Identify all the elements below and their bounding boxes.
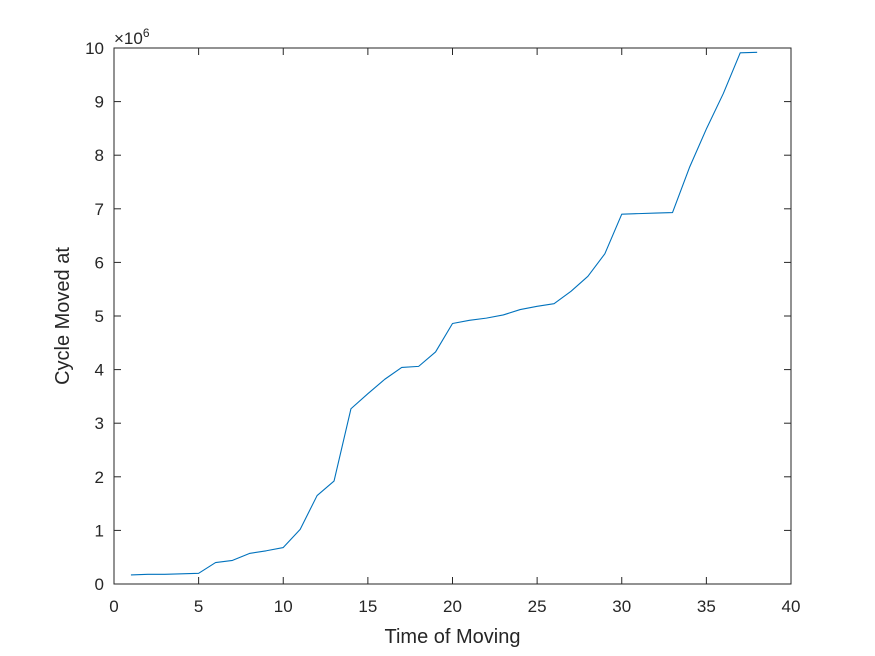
axis-ticks: 0 5 10 15 20 25 30 35 40 0 1 2 3 4 5 6 7 8 9 10 [85,39,800,616]
y-tick-label: 4 [95,361,104,380]
x-tick-label: 20 [443,597,462,616]
y-tick-label: 10 [85,39,104,58]
y-tick-label: 1 [95,521,104,540]
x-tick-label: 0 [109,597,118,616]
y-tick-label: 8 [95,146,104,165]
x-tick-label: 5 [194,597,203,616]
exponent-power: 6 [143,26,150,40]
x-tick-label: 10 [274,597,293,616]
y-axis-exponent: ×106 [114,26,150,48]
y-tick-label: 7 [95,200,104,219]
y-tick-label: 6 [95,253,104,272]
series-line [130,51,758,576]
x-tick-label: 15 [358,597,377,616]
y-tick-label: 0 [95,575,104,594]
axes-box [113,47,792,585]
y-tick-label: 5 [95,307,104,326]
y-tick-label: 3 [95,414,104,433]
x-tick-label: 35 [697,597,716,616]
y-tick-label: 2 [95,468,104,487]
y-tick-label: 9 [95,93,104,112]
y-axis-label: Cycle Moved at [52,247,74,385]
exponent-base: ×10 [114,29,143,48]
x-tick-label: 30 [612,597,631,616]
x-tick-label: 25 [528,597,547,616]
x-axis-label: Time of Moving [385,626,521,648]
x-tick-label: 40 [782,597,801,616]
plot-area [130,51,758,576]
